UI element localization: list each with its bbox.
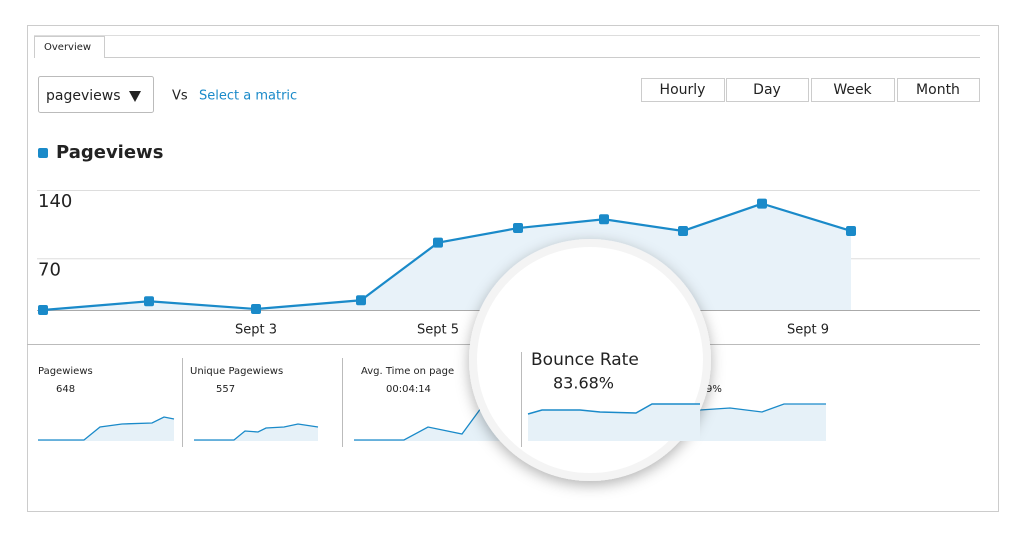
sparkline-area <box>194 424 318 441</box>
y-tick-label: 140 <box>38 191 72 212</box>
range-button-label[interactable]: Day <box>753 82 781 98</box>
x-tick-label: Sept 5 <box>417 323 459 338</box>
range-button-label[interactable]: Hourly <box>660 82 706 98</box>
range-button[interactable] <box>811 78 895 102</box>
chart-title: Pageviews <box>56 142 163 163</box>
y-tick-label: 70 <box>38 259 61 280</box>
dropdown-arrow[interactable] <box>129 91 141 102</box>
sparkline <box>527 403 700 415</box>
metric-value: 557 <box>216 384 235 395</box>
compare-link[interactable]: Select a matric <box>199 89 297 104</box>
point <box>356 295 366 306</box>
metric-value: 648 <box>56 384 75 395</box>
point <box>38 305 48 315</box>
x-tick-label: Sept 3 <box>235 323 277 338</box>
metric-label: Unique Pagewiews <box>190 366 283 377</box>
range-button[interactable] <box>641 78 725 102</box>
metric-select[interactable] <box>38 76 154 113</box>
point <box>846 225 856 236</box>
point <box>144 296 154 307</box>
range-buttons: Hourly Day Week Month <box>641 78 980 102</box>
point <box>513 223 523 234</box>
metric-value: 00:04:14 <box>386 384 431 395</box>
sparkline-area <box>528 404 700 441</box>
point <box>251 304 261 315</box>
metrics: Pagewiews 648 Unique Pagewiews 557 Avg. … <box>38 358 826 447</box>
point <box>757 198 767 209</box>
range-button-label[interactable]: Week <box>833 82 872 98</box>
legend-swatch <box>38 148 48 158</box>
metric-value: 83.68% <box>553 374 614 393</box>
select-label[interactable]: pageviews <box>46 88 121 104</box>
range-button[interactable] <box>726 78 809 102</box>
metric-label: Avg. Time on page <box>361 366 454 377</box>
metric-label: Bounce Rate <box>531 350 639 370</box>
metric-label: Pagewiews <box>38 366 93 377</box>
metric-value: 9% <box>706 384 722 395</box>
vs-label: Vs <box>172 89 188 104</box>
tab-label[interactable]: Overview <box>44 42 91 53</box>
range-button[interactable] <box>897 78 980 102</box>
magnifier: Bounce Rate 83.68% <box>469 239 711 481</box>
point <box>678 225 688 236</box>
sparkline-area <box>700 404 826 441</box>
range-button-label[interactable]: Month <box>916 82 960 98</box>
sparkline <box>699 403 826 413</box>
sparkline <box>194 423 319 441</box>
x-tick-label: Sept 9 <box>787 323 829 338</box>
sparkline <box>38 416 175 441</box>
point <box>599 214 609 225</box>
point <box>433 237 443 248</box>
line <box>42 202 852 312</box>
sparkline-area <box>354 404 512 441</box>
sparkline-area <box>38 417 174 441</box>
